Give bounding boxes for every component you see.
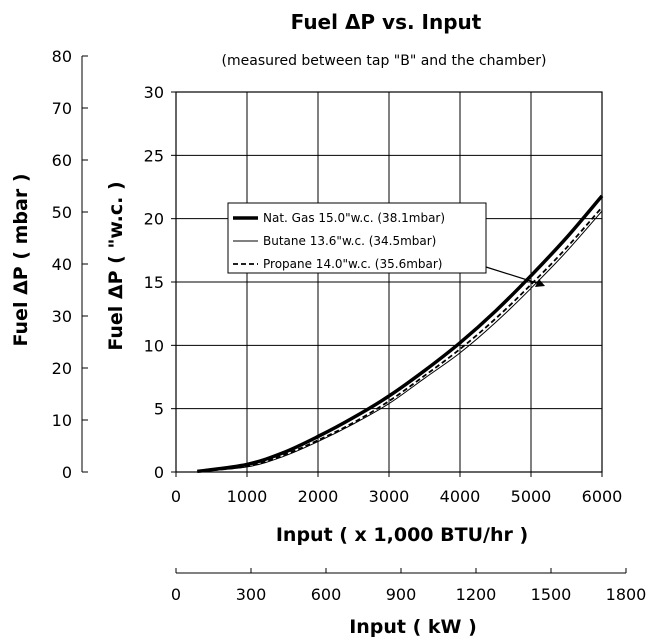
y-axis-label: Fuel ΔP ( "w.c. ) <box>105 181 127 350</box>
series-natgas <box>197 194 604 474</box>
x-ticks: 0 1000 2000 3000 4000 5000 6000 <box>171 472 622 506</box>
x2-tick-label: 1500 <box>531 585 572 604</box>
y2-tick-label: 60 <box>52 151 72 170</box>
y-tick-label: 15 <box>144 273 164 292</box>
x2-tick-label: 300 <box>236 585 267 604</box>
y2-tick-label: 70 <box>52 99 72 118</box>
y2-tick-label: 40 <box>52 255 72 274</box>
y-tick-label: 25 <box>144 146 164 165</box>
annotation-arrow <box>485 266 545 287</box>
x-tick-label: 0 <box>171 487 181 506</box>
chart-subtitle: (measured between tap "B" and the chambe… <box>222 53 547 69</box>
legend-label-propane: Propane 14.0"w.c. (35.6mbar) <box>263 257 442 271</box>
y2-axis-label: Fuel ΔP ( mbar ) <box>10 173 32 346</box>
legend: Nat. Gas 15.0"w.c. (38.1mbar) Butane 13.… <box>227 202 487 274</box>
x-tick-label: 3000 <box>369 487 410 506</box>
x-tick-label: 4000 <box>440 487 481 506</box>
secondary-y-axis: 0 10 20 30 40 50 60 70 80 <box>52 47 88 482</box>
x2-tick-label: 1200 <box>456 585 497 604</box>
y2-tick-label: 50 <box>52 203 72 222</box>
x2-tick-label: 900 <box>386 585 417 604</box>
y2-tick-label: 30 <box>52 307 72 326</box>
x-tick-label: 1000 <box>227 487 268 506</box>
y2-tick-label: 20 <box>52 359 72 378</box>
x2-tick-label: 600 <box>311 585 342 604</box>
y2-tick-label: 80 <box>52 47 72 66</box>
y-ticks: 0 5 10 15 20 25 30 <box>144 83 176 482</box>
secondary-x-axis: 0 300 600 900 1200 1500 1800 <box>171 568 646 604</box>
series-butane <box>197 210 603 473</box>
y-tick-label: 0 <box>154 463 164 482</box>
y-tick-label: 30 <box>144 83 164 102</box>
y2-tick-label: 10 <box>52 411 72 430</box>
y-tick-label: 5 <box>154 400 164 419</box>
x2-tick-label: 0 <box>171 585 181 604</box>
x-tick-label: 2000 <box>298 487 339 506</box>
legend-label-natgas: Nat. Gas 15.0"w.c. (38.1mbar) <box>263 211 445 225</box>
x2-axis-label: Input ( kW ) <box>349 616 477 638</box>
x-tick-label: 5000 <box>511 487 552 506</box>
x-tick-label: 6000 <box>582 487 623 506</box>
legend-box <box>227 202 487 274</box>
y2-tick-label: 0 <box>62 463 72 482</box>
y-tick-label: 10 <box>144 336 164 355</box>
legend-label-butane: Butane 13.6"w.c. (34.5mbar) <box>263 234 436 248</box>
chart-title: Fuel ΔP vs. Input <box>291 10 482 34</box>
x-axis-label: Input ( x 1,000 BTU/hr ) <box>276 524 528 546</box>
y-tick-label: 20 <box>144 210 164 229</box>
x2-tick-label: 1800 <box>606 585 647 604</box>
